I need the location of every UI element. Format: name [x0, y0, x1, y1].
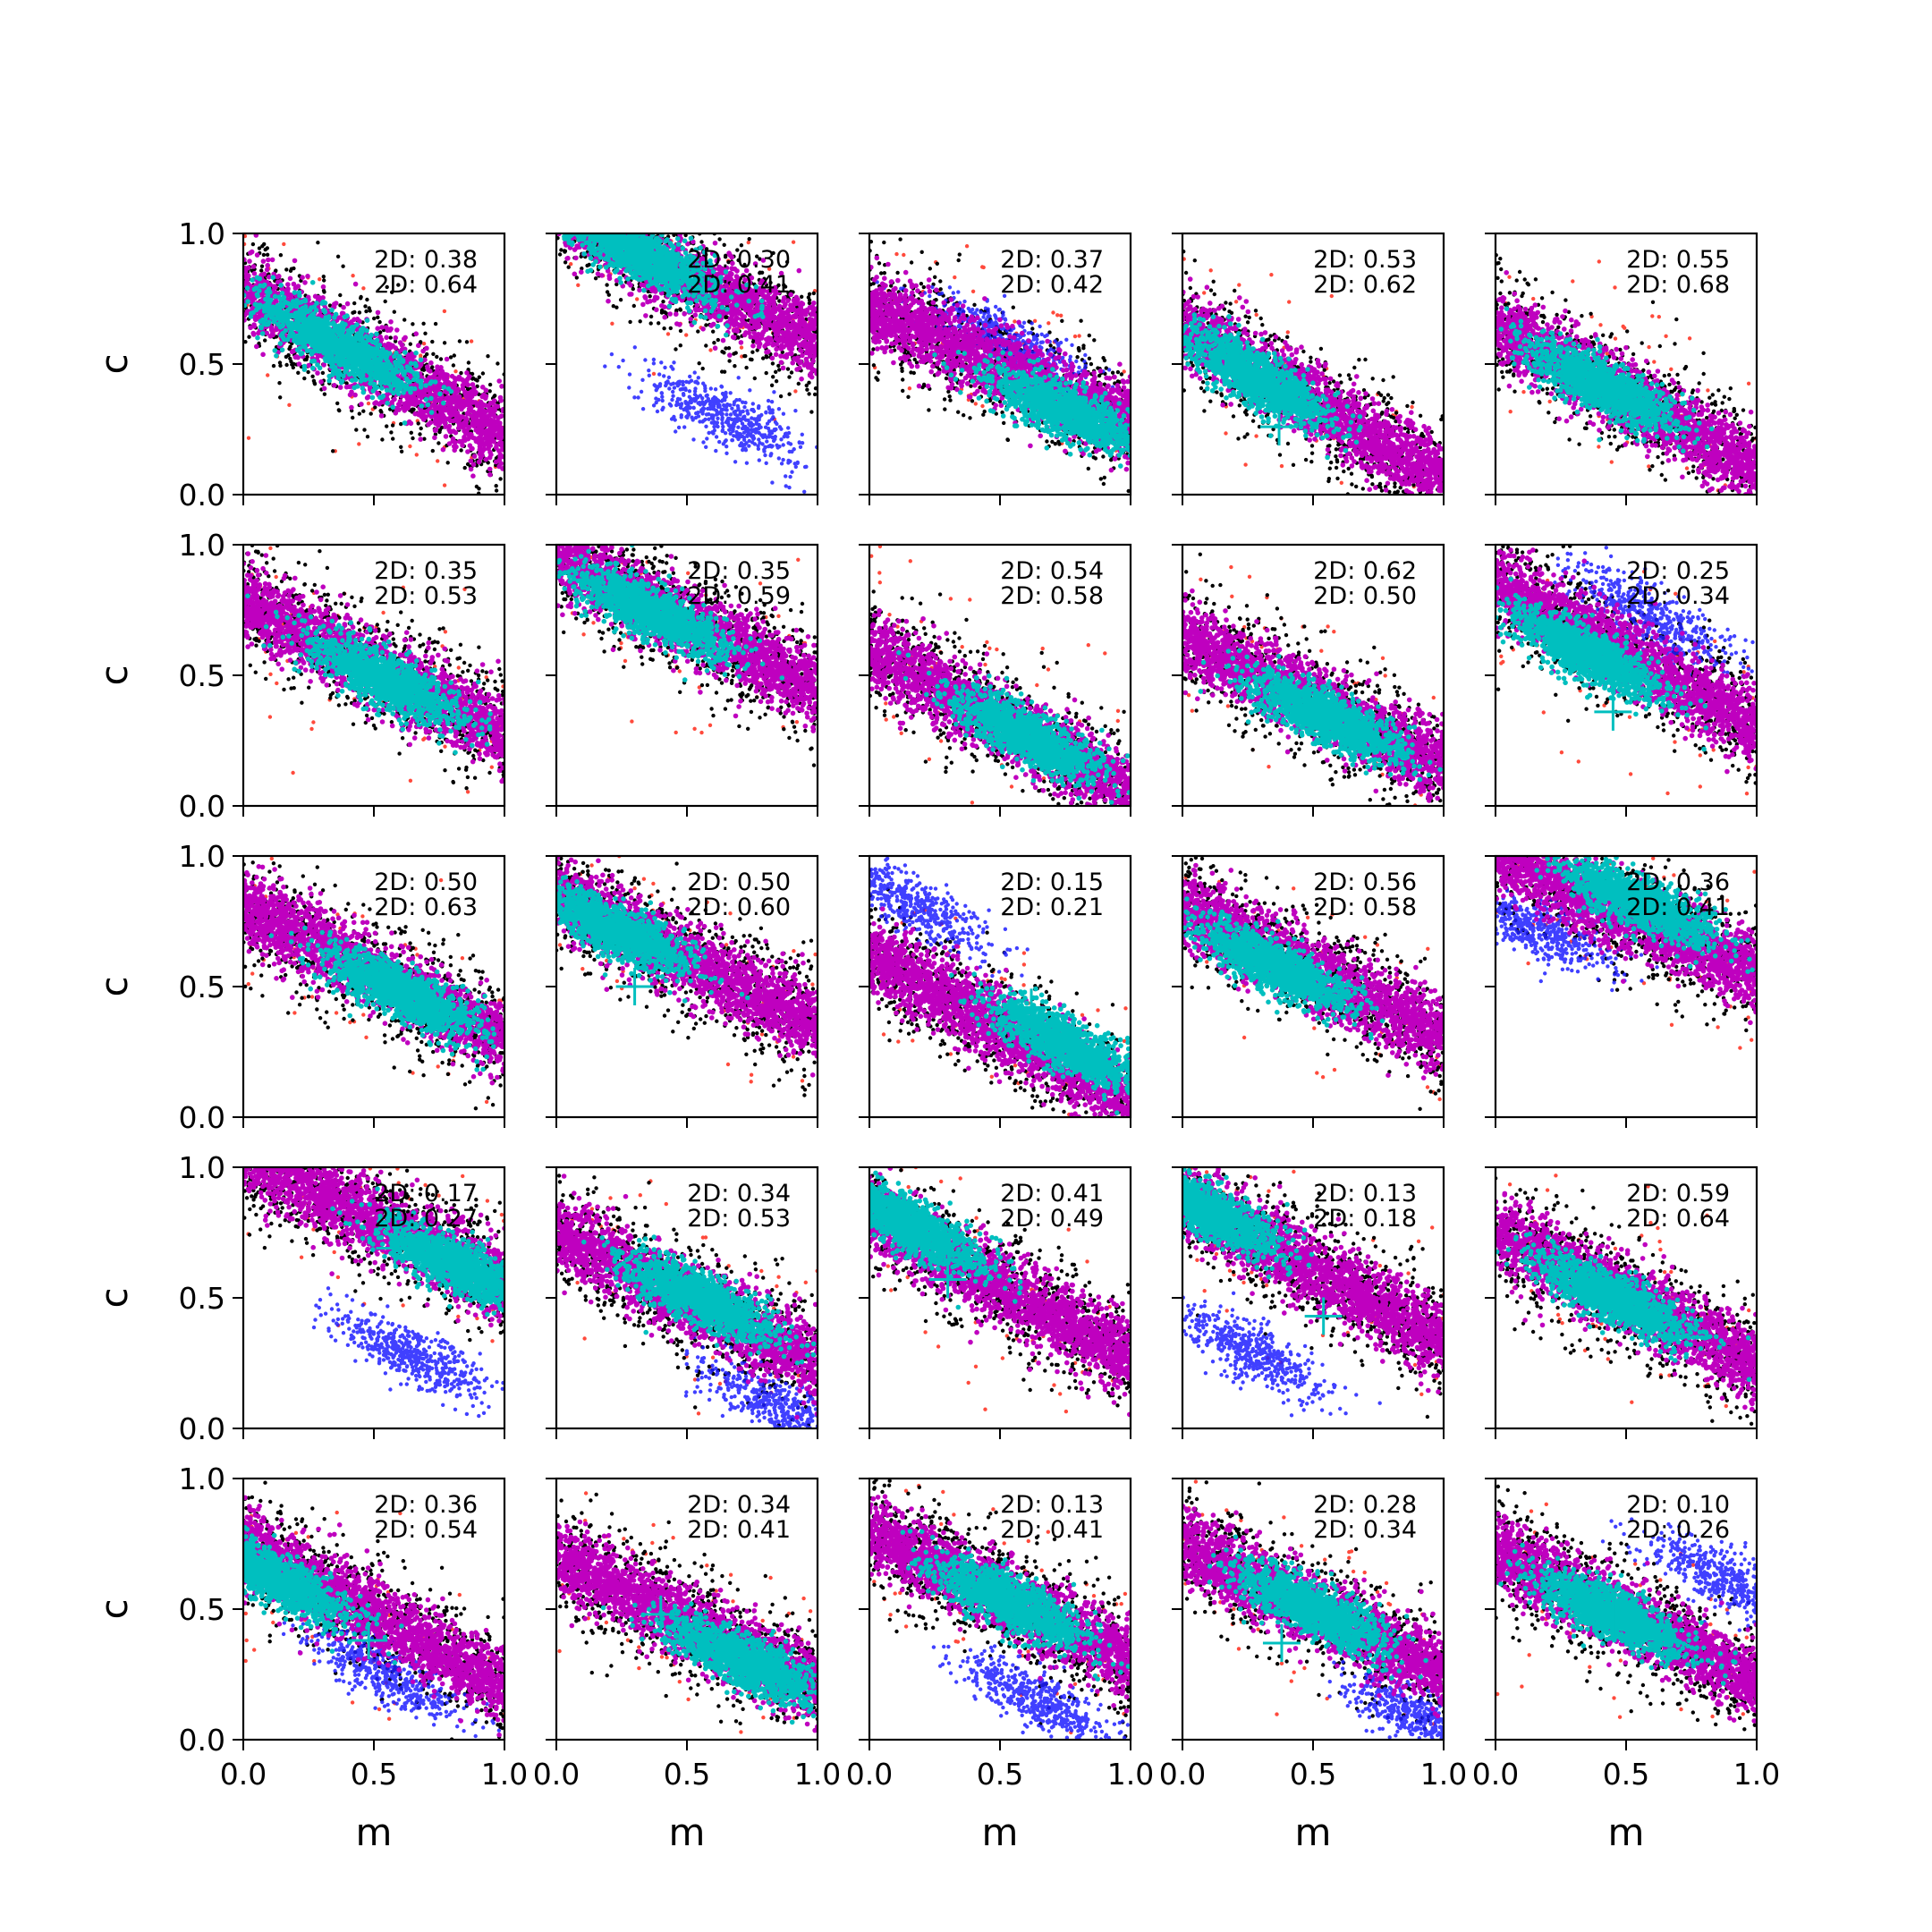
x-tick-label: 1.0: [1420, 1757, 1467, 1792]
annotation-line-2: 2D: 0.53: [687, 1205, 791, 1233]
x-tick-label: 0.5: [1603, 1757, 1649, 1792]
x-tick-label: 1.0: [794, 1757, 841, 1792]
y-tick-label: 1.0: [179, 528, 225, 563]
annotation-line-2: 2D: 0.62: [1313, 271, 1417, 299]
annotation-line-2: 2D: 0.18: [1313, 1205, 1417, 1233]
annotation-line-1: 2D: 0.37: [1000, 246, 1104, 274]
annotation-line-2: 2D: 0.64: [374, 271, 478, 299]
x-tick-label: 0.5: [351, 1757, 397, 1792]
annotation-line-2: 2D: 0.27: [374, 1205, 478, 1233]
x-tick-label: 1.0: [1733, 1757, 1780, 1792]
x-tick-label: 0.0: [846, 1757, 893, 1792]
y-tick-label: 0.5: [179, 658, 225, 693]
annotation-line-1: 2D: 0.17: [374, 1180, 478, 1208]
annotation-line-1: 2D: 0.13: [1313, 1180, 1417, 1208]
annotation-line-2: 2D: 0.34: [1313, 1516, 1417, 1544]
annotation-line-2: 2D: 0.59: [687, 582, 791, 610]
y-tick-label: 0.5: [179, 1281, 225, 1316]
annotation-line-1: 2D: 0.55: [1626, 246, 1730, 274]
y-tick-label: 1.0: [179, 1150, 225, 1185]
annotation-line-2: 2D: 0.58: [1000, 582, 1104, 610]
annotation-line-2: 2D: 0.41: [687, 1516, 791, 1544]
y-axis-label: c: [92, 1598, 136, 1619]
x-tick-label: 0.5: [977, 1757, 1023, 1792]
annotation-line-2: 2D: 0.41: [1626, 894, 1730, 921]
y-tick-label: 0.0: [179, 1723, 225, 1758]
y-tick-label: 1.0: [179, 216, 225, 251]
annotation-line-1: 2D: 0.62: [1313, 557, 1417, 585]
annotation-line-1: 2D: 0.35: [374, 557, 478, 585]
y-axis-label: c: [92, 665, 136, 685]
x-axis-label: m: [1608, 1810, 1645, 1854]
annotation-line-2: 2D: 0.50: [1313, 582, 1417, 610]
annotation-line-2: 2D: 0.58: [1313, 894, 1417, 921]
x-axis-label: m: [669, 1810, 706, 1854]
annotation-line-1: 2D: 0.13: [1000, 1491, 1104, 1519]
x-tick-label: 0.0: [1159, 1757, 1206, 1792]
annotation-line-1: 2D: 0.53: [1313, 246, 1417, 274]
x-tick-label: 0.0: [220, 1757, 267, 1792]
x-tick-label: 0.5: [1290, 1757, 1336, 1792]
y-axis-label: c: [92, 1287, 136, 1308]
annotation-line-2: 2D: 0.64: [1626, 1205, 1730, 1233]
annotation-line-2: 2D: 0.68: [1626, 271, 1730, 299]
annotation-line-1: 2D: 0.34: [687, 1491, 791, 1519]
y-tick-label: 1.0: [179, 839, 225, 874]
annotation-line-2: 2D: 0.41: [1000, 1516, 1104, 1544]
annotation-line-2: 2D: 0.26: [1626, 1516, 1730, 1544]
annotation-line-1: 2D: 0.56: [1313, 869, 1417, 896]
y-axis-label: c: [92, 353, 136, 374]
annotation-line-1: 2D: 0.30: [687, 246, 791, 274]
annotation-line-1: 2D: 0.15: [1000, 869, 1104, 896]
x-axis-label: m: [356, 1810, 393, 1854]
annotation-line-1: 2D: 0.36: [1626, 869, 1730, 896]
x-tick-label: 1.0: [481, 1757, 528, 1792]
annotation-line-2: 2D: 0.21: [1000, 894, 1104, 921]
annotation-line-1: 2D: 0.38: [374, 246, 478, 274]
y-tick-label: 0.0: [179, 1100, 225, 1135]
y-tick-label: 1.0: [179, 1462, 225, 1496]
x-tick-label: 0.0: [533, 1757, 580, 1792]
annotation-line-2: 2D: 0.41: [687, 271, 791, 299]
x-tick-label: 0.0: [1472, 1757, 1519, 1792]
annotation-line-2: 2D: 0.42: [1000, 271, 1104, 299]
x-tick-label: 1.0: [1107, 1757, 1154, 1792]
x-axis-label: m: [1295, 1810, 1332, 1854]
x-axis-label: m: [982, 1810, 1019, 1854]
y-tick-label: 0.5: [179, 1592, 225, 1627]
annotation-line-1: 2D: 0.28: [1313, 1491, 1417, 1519]
annotation-line-2: 2D: 0.60: [687, 894, 791, 921]
annotation-line-2: 2D: 0.34: [1626, 582, 1730, 610]
y-tick-label: 0.0: [179, 478, 225, 513]
annotation-line-1: 2D: 0.54: [1000, 557, 1104, 585]
annotation-line-2: 2D: 0.49: [1000, 1205, 1104, 1233]
annotation-line-1: 2D: 0.36: [374, 1491, 478, 1519]
annotation-line-1: 2D: 0.34: [687, 1180, 791, 1208]
y-axis-label: c: [92, 976, 136, 996]
x-tick-label: 0.5: [664, 1757, 710, 1792]
annotation-line-1: 2D: 0.50: [687, 869, 791, 896]
annotation-line-1: 2D: 0.25: [1626, 557, 1730, 585]
annotation-line-2: 2D: 0.54: [374, 1516, 478, 1544]
y-tick-label: 0.0: [179, 1411, 225, 1446]
annotation-line-1: 2D: 0.10: [1626, 1491, 1730, 1519]
annotation-line-2: 2D: 0.63: [374, 894, 478, 921]
annotation-line-1: 2D: 0.50: [374, 869, 478, 896]
y-tick-label: 0.5: [179, 970, 225, 1004]
annotation-line-1: 2D: 0.59: [1626, 1180, 1730, 1208]
annotation-line-1: 2D: 0.35: [687, 557, 791, 585]
annotation-line-1: 2D: 0.41: [1000, 1180, 1104, 1208]
y-tick-label: 0.0: [179, 789, 225, 824]
y-tick-label: 0.5: [179, 347, 225, 382]
annotation-line-2: 2D: 0.53: [374, 582, 478, 610]
